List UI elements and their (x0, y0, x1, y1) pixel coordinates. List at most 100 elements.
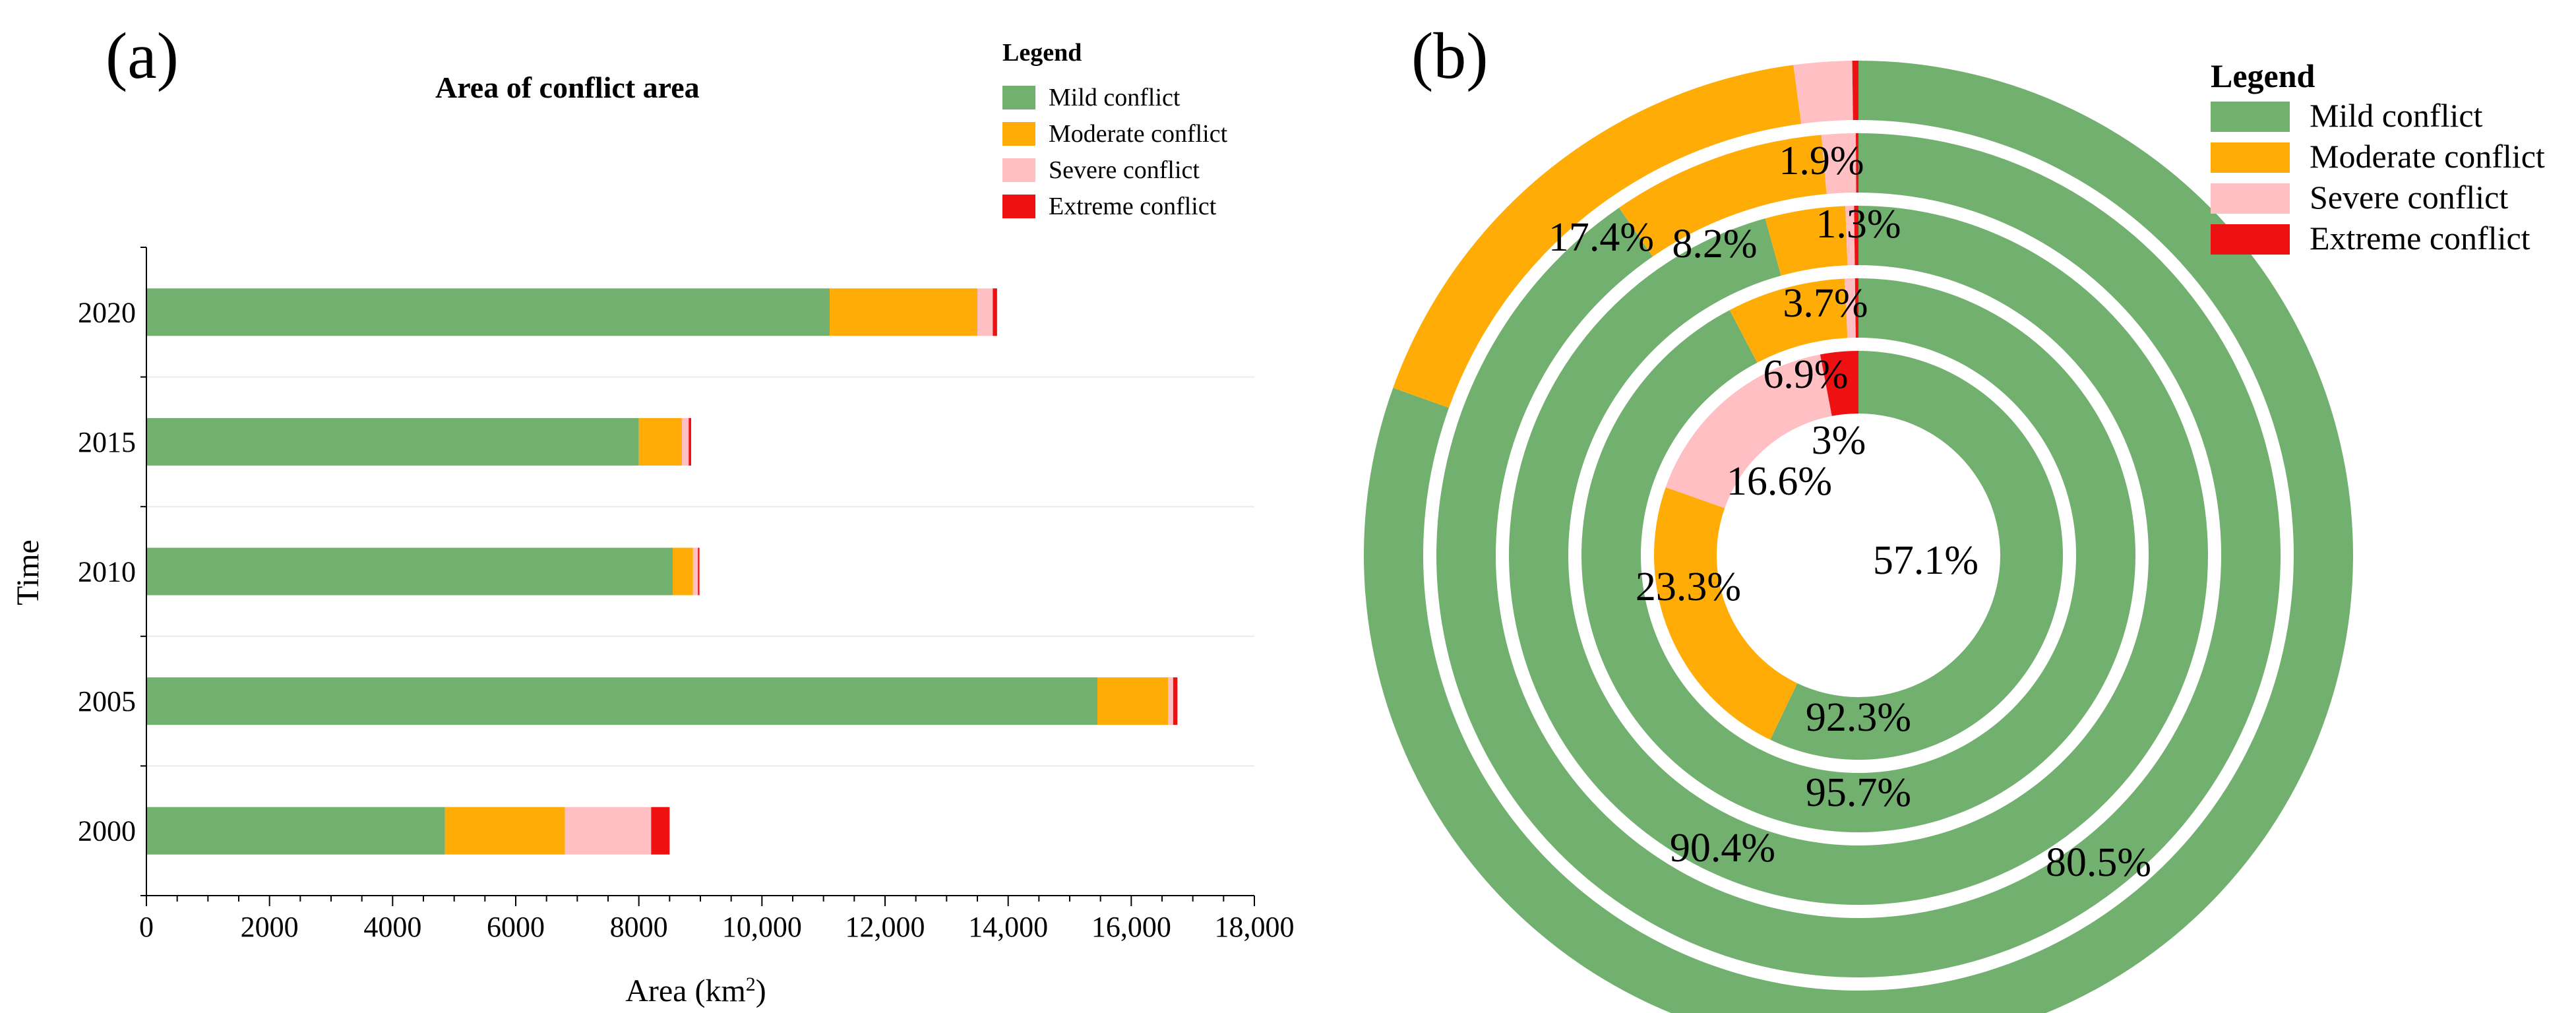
x-tick-label: 14,000 (968, 911, 1048, 943)
donut-label-second: 92.3% (1806, 695, 1911, 740)
donut-label-fourth: 90.4% (1670, 826, 1775, 871)
bar-2015-mild-conflict (146, 417, 639, 466)
donut-label-outermost: 1.9% (1779, 138, 1864, 183)
donut-label-fourth: 8.2% (1672, 222, 1757, 266)
bar-2000-severe-conflict (565, 807, 652, 855)
bar-2010-moderate-conflict (673, 547, 693, 596)
donut-slice-outermost-extreme-conflict (1852, 61, 1858, 121)
bar-chart-title: Area of conflict area (435, 71, 700, 104)
bar-2010-extreme-conflict (698, 547, 700, 596)
bar-axes: 0 2000 4000 6000 8000 10,000 12,000 14,000 16,00… (78, 247, 1295, 943)
donut-slice-innermost-moderate-conflict (1654, 487, 1798, 740)
donut-legend-label: Moderate conflict (2310, 138, 2545, 175)
bar-legend-swatch (1002, 195, 1035, 218)
donut-legend-swatch (2211, 183, 2290, 214)
bar-legend-swatch (1002, 86, 1035, 109)
bar-2000-moderate-conflict (445, 807, 565, 855)
panel-b: (b) 57.1% 23.3% 16.6%3% 92.3% 6.9% 95.7% 3.7% 9… (1364, 19, 2545, 1013)
bar-2005-severe-conflict (1168, 677, 1173, 725)
y-tick-label: 2000 (78, 815, 136, 847)
donut-label-innermost: 3% (1812, 418, 1866, 463)
y-tick-label: 2020 (78, 296, 136, 328)
x-axis-title-superscript: 2 (746, 973, 756, 995)
y-tick-label: 2015 (78, 426, 136, 458)
bar-2005-moderate-conflict (1097, 677, 1169, 725)
donut-slice-innermost-extreme-conflict (1820, 351, 1858, 416)
bar-2005-extreme-conflict (1173, 677, 1178, 725)
x-tick-label: 4000 (363, 911, 421, 943)
donut-slice-outermost-moderate-conflict (1393, 65, 1802, 408)
bar-2010-mild-conflict (146, 547, 673, 596)
donut-slice-second-severe-conflict (1844, 278, 1856, 338)
donut-label-innermost: 23.3% (1636, 565, 1741, 609)
panel-a-label: (a) (106, 19, 179, 92)
bar-legend-title: Legend (1002, 39, 1082, 67)
donut-slice-innermost-severe-conflict (1665, 354, 1832, 508)
bar-2000-mild-conflict (146, 807, 445, 855)
panel-b-label: (b) (1411, 19, 1488, 92)
x-axis-title-suffix: ) (756, 973, 766, 1008)
bar-2015-moderate-conflict (638, 417, 682, 466)
bar-2000-extreme-conflict (651, 807, 670, 855)
bar-legend-label: Extreme conflict (1049, 193, 1217, 220)
y-tick-label: 2005 (78, 685, 136, 718)
y-axis-title: Time (11, 539, 46, 605)
donut-legend-swatch (2211, 224, 2290, 255)
donut-legend-label: Extreme conflict (2310, 220, 2530, 257)
donut-slice-second-extreme-conflict (1855, 278, 1858, 338)
y-tick-label: 2010 (78, 556, 136, 588)
donut-label-second: 6.9% (1763, 352, 1848, 397)
x-tick-label: 10,000 (722, 911, 802, 943)
bar-series (146, 288, 1178, 855)
bar-legend-label: Mild conflict (1049, 84, 1181, 111)
donut-label-third: 95.7% (1806, 770, 1911, 815)
donut-label-innermost: 57.1% (1873, 538, 1978, 583)
x-axis-title: Area (km2) (625, 973, 766, 1009)
bar-2020-mild-conflict (146, 288, 830, 336)
donut-slice-third-moderate-conflict (1765, 206, 1848, 276)
donut-slice-second-moderate-conflict (1729, 278, 1848, 363)
bar-gridlines (146, 376, 1254, 767)
panel-a: (a) Area of conflict area 0 2000 4000 6000 8… (11, 19, 1295, 1008)
donut-label-fourth: 1.3% (1816, 202, 1901, 247)
donut-legend-label: Mild conflict (2310, 97, 2483, 134)
donut-slice-fourth-extreme-conflict (1855, 133, 1858, 193)
x-tick-label: 0 (139, 911, 154, 943)
donut-slice-innermost-mild-conflict (1770, 351, 2063, 760)
donut-rings (1364, 61, 2353, 1013)
donut-slice-outermost-severe-conflict (1793, 61, 1853, 124)
donut-label-innermost: 16.6% (1727, 459, 1832, 504)
bar-2020-extreme-conflict (993, 288, 997, 336)
bar-legend: Legend Mild conflict Moderate conflict Sev… (1002, 39, 1228, 220)
donut-legend: Legend Mild conflict Moderate conflict Sev… (2211, 57, 2545, 257)
bar-legend-label: Moderate conflict (1049, 120, 1228, 148)
donut-slice-fourth-moderate-conflict (1618, 135, 1827, 257)
bar-2015-severe-conflict (682, 417, 689, 466)
bar-2005-mild-conflict (146, 677, 1097, 725)
bar-2020-moderate-conflict (830, 288, 977, 336)
x-tick-label: 18,000 (1215, 911, 1295, 943)
donut-slice-third-extreme-conflict (1854, 206, 1858, 266)
x-tick-label: 16,000 (1091, 911, 1171, 943)
donut-slice-fourth-severe-conflict (1821, 133, 1856, 195)
x-tick-label: 6000 (487, 911, 545, 943)
x-tick-label: 12,000 (845, 911, 925, 943)
x-tick-label: 2000 (241, 911, 299, 943)
bar-legend-swatch (1002, 122, 1035, 146)
bar-2020-severe-conflict (977, 288, 993, 336)
donut-label-outermost: 17.4% (1549, 215, 1654, 260)
donut-legend-swatch (2211, 142, 2290, 173)
donut-legend-title: Legend (2211, 57, 2315, 94)
bar-2015-extreme-conflict (689, 417, 691, 466)
donut-legend-label: Severe conflict (2310, 179, 2508, 216)
bar-legend-label: Severe conflict (1049, 156, 1200, 184)
bar-legend-swatch (1002, 158, 1035, 182)
x-axis-title-prefix: Area (km (625, 973, 746, 1008)
bar-2010-severe-conflict (692, 547, 698, 596)
donut-legend-swatch (2211, 102, 2290, 132)
donut-labels: 57.1% 23.3% 16.6%3% 92.3% 6.9% 95.7% 3.7% 90.4%… (1549, 138, 2151, 885)
donut-slice-third-severe-conflict (1845, 206, 1855, 266)
x-tick-label: 8000 (610, 911, 668, 943)
donut-label-outermost: 80.5% (2046, 840, 2151, 885)
